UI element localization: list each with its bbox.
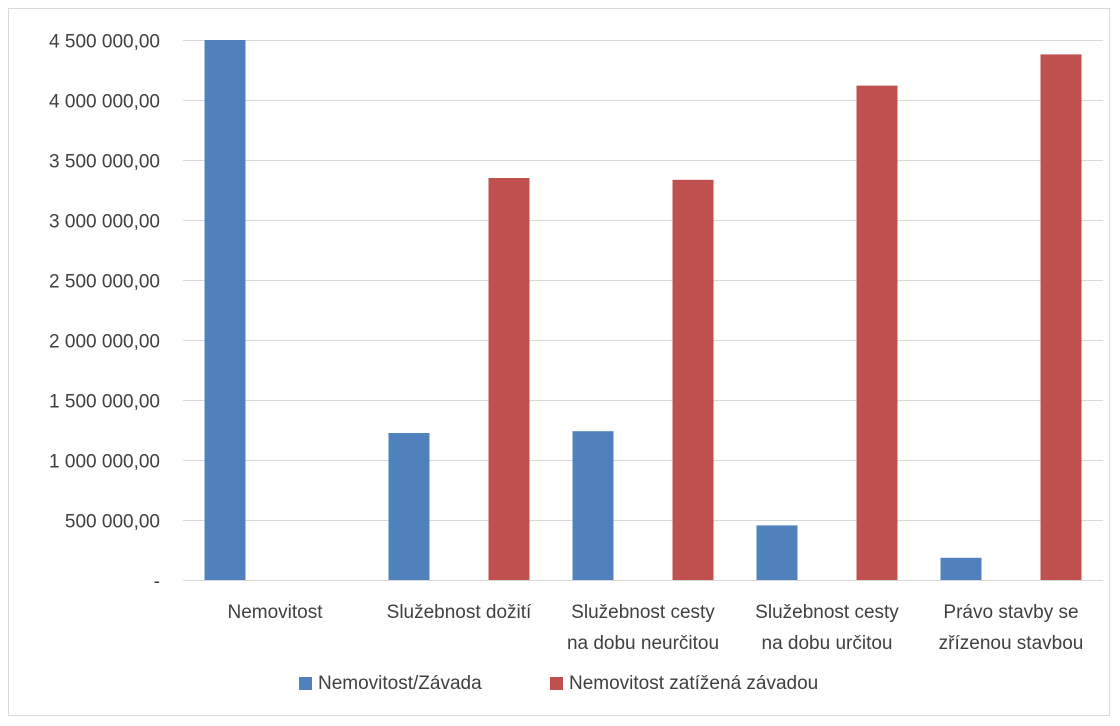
x-category-label: Nemovitost bbox=[227, 602, 323, 623]
legend-swatch-series-2 bbox=[550, 677, 563, 690]
legend: Nemovitost/Závada Nemovitost zatížená záv… bbox=[299, 673, 818, 694]
legend-swatch-series-1 bbox=[299, 677, 312, 690]
bar-series-2 bbox=[856, 85, 898, 580]
bar-series-1 bbox=[204, 40, 246, 580]
y-tick-label: 500 000,00 bbox=[65, 512, 160, 533]
x-axis-category-labels: Nemovitost Služebnost dožití Služebnost ce… bbox=[227, 602, 1083, 654]
x-category-label: na dobu určitou bbox=[762, 633, 893, 654]
legend-label-series-2: Nemovitost zatížená závadou bbox=[569, 673, 818, 694]
bar-series-1 bbox=[572, 431, 614, 580]
y-tick-label: 3 500 000,00 bbox=[49, 152, 160, 173]
bar-series-1 bbox=[388, 433, 430, 580]
bar-series-1 bbox=[940, 557, 982, 580]
bar-series-2 bbox=[672, 179, 714, 581]
gridlines bbox=[183, 40, 1103, 581]
chart-frame: 4 500 000,00 4 000 000,00 3 500 000,00 3 00… bbox=[8, 8, 1110, 716]
y-axis-tick-labels: 4 500 000,00 4 000 000,00 3 500 000,00 3 00… bbox=[49, 32, 160, 593]
bar-series-2 bbox=[488, 178, 530, 580]
y-tick-label: 2 000 000,00 bbox=[49, 332, 160, 353]
y-tick-label: - bbox=[154, 572, 160, 593]
y-tick-label: 3 000 000,00 bbox=[49, 212, 160, 233]
x-category-label: Právo stavby se bbox=[943, 602, 1078, 623]
legend-label-series-1: Nemovitost/Závada bbox=[318, 673, 482, 694]
x-category-label: na dobu neurčitou bbox=[567, 633, 719, 654]
bars bbox=[204, 40, 1082, 581]
y-tick-label: 1 000 000,00 bbox=[49, 452, 160, 473]
x-category-label: Služebnost dožití bbox=[387, 602, 532, 623]
y-tick-label: 4 500 000,00 bbox=[49, 32, 160, 53]
bar-series-2 bbox=[1040, 54, 1082, 580]
x-category-label: zřízenou stavbou bbox=[939, 633, 1084, 654]
y-tick-label: 1 500 000,00 bbox=[49, 392, 160, 413]
bar-series-1 bbox=[756, 525, 798, 580]
y-tick-label: 2 500 000,00 bbox=[49, 272, 160, 293]
x-category-label: Služebnost cesty bbox=[755, 602, 899, 623]
bar-chart: 4 500 000,00 4 000 000,00 3 500 000,00 3 00… bbox=[49, 32, 1103, 694]
x-category-label: Služebnost cesty bbox=[571, 602, 715, 623]
y-tick-label: 4 000 000,00 bbox=[49, 92, 160, 113]
